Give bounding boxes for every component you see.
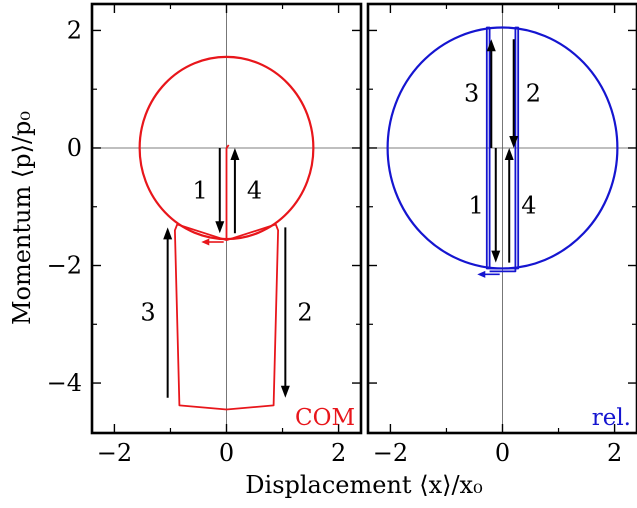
x-tick-label: 0 bbox=[219, 439, 234, 467]
direction-arrow-head bbox=[491, 250, 501, 263]
x-tick-label: −2 bbox=[373, 439, 408, 467]
arrow-label: 1 bbox=[192, 177, 207, 205]
x-tick-label: 2 bbox=[607, 439, 622, 467]
y-tick-label: −4 bbox=[47, 369, 82, 397]
trajectory-path bbox=[485, 26, 520, 273]
direction-arrow-small-head bbox=[477, 270, 486, 278]
direction-arrow-head bbox=[486, 39, 496, 52]
panel-corner-label: COM bbox=[295, 405, 355, 431]
arrow-label: 4 bbox=[247, 177, 262, 205]
y-tick-label: 2 bbox=[67, 16, 82, 44]
y-axis-title: Momentum ⟨p⟩/p₀ bbox=[8, 111, 36, 325]
x-tick-label: −2 bbox=[97, 439, 132, 467]
direction-arrow-head bbox=[215, 221, 225, 234]
panel-com: 1 4 2 3 −2 0 2 −4 −2 0 2 COM bbox=[47, 2, 363, 467]
plot-area: 1 4 2 3 bbox=[138, 55, 315, 411]
x-tick-label: 0 bbox=[495, 439, 510, 467]
arrow-label: 2 bbox=[297, 299, 312, 327]
arrow-label: 2 bbox=[526, 80, 541, 108]
y-tick-label: 0 bbox=[67, 134, 82, 162]
direction-arrow-head bbox=[509, 135, 519, 148]
direction-arrow-head bbox=[504, 147, 514, 160]
trajectory-path bbox=[173, 144, 280, 411]
x-tick-label: 2 bbox=[331, 439, 346, 467]
direction-arrow-head bbox=[230, 147, 240, 160]
direction-arrow-head bbox=[163, 227, 173, 240]
x-axis-title: Displacement ⟨x⟩/x₀ bbox=[245, 471, 482, 499]
direction-arrow-small-head bbox=[201, 238, 210, 246]
plot-area: 2 3 1 4 bbox=[386, 26, 619, 278]
y-tick-label: −2 bbox=[47, 252, 82, 280]
arrow-label: 4 bbox=[521, 191, 536, 219]
arrow-label: 3 bbox=[464, 80, 479, 108]
arrow-label: 1 bbox=[468, 191, 483, 219]
direction-arrow-head bbox=[280, 385, 290, 398]
panel-corner-label: rel. bbox=[592, 405, 631, 431]
arrow-label: 3 bbox=[140, 299, 155, 327]
panel-relative: 2 3 1 4 −2 0 2 rel. bbox=[366, 2, 637, 467]
